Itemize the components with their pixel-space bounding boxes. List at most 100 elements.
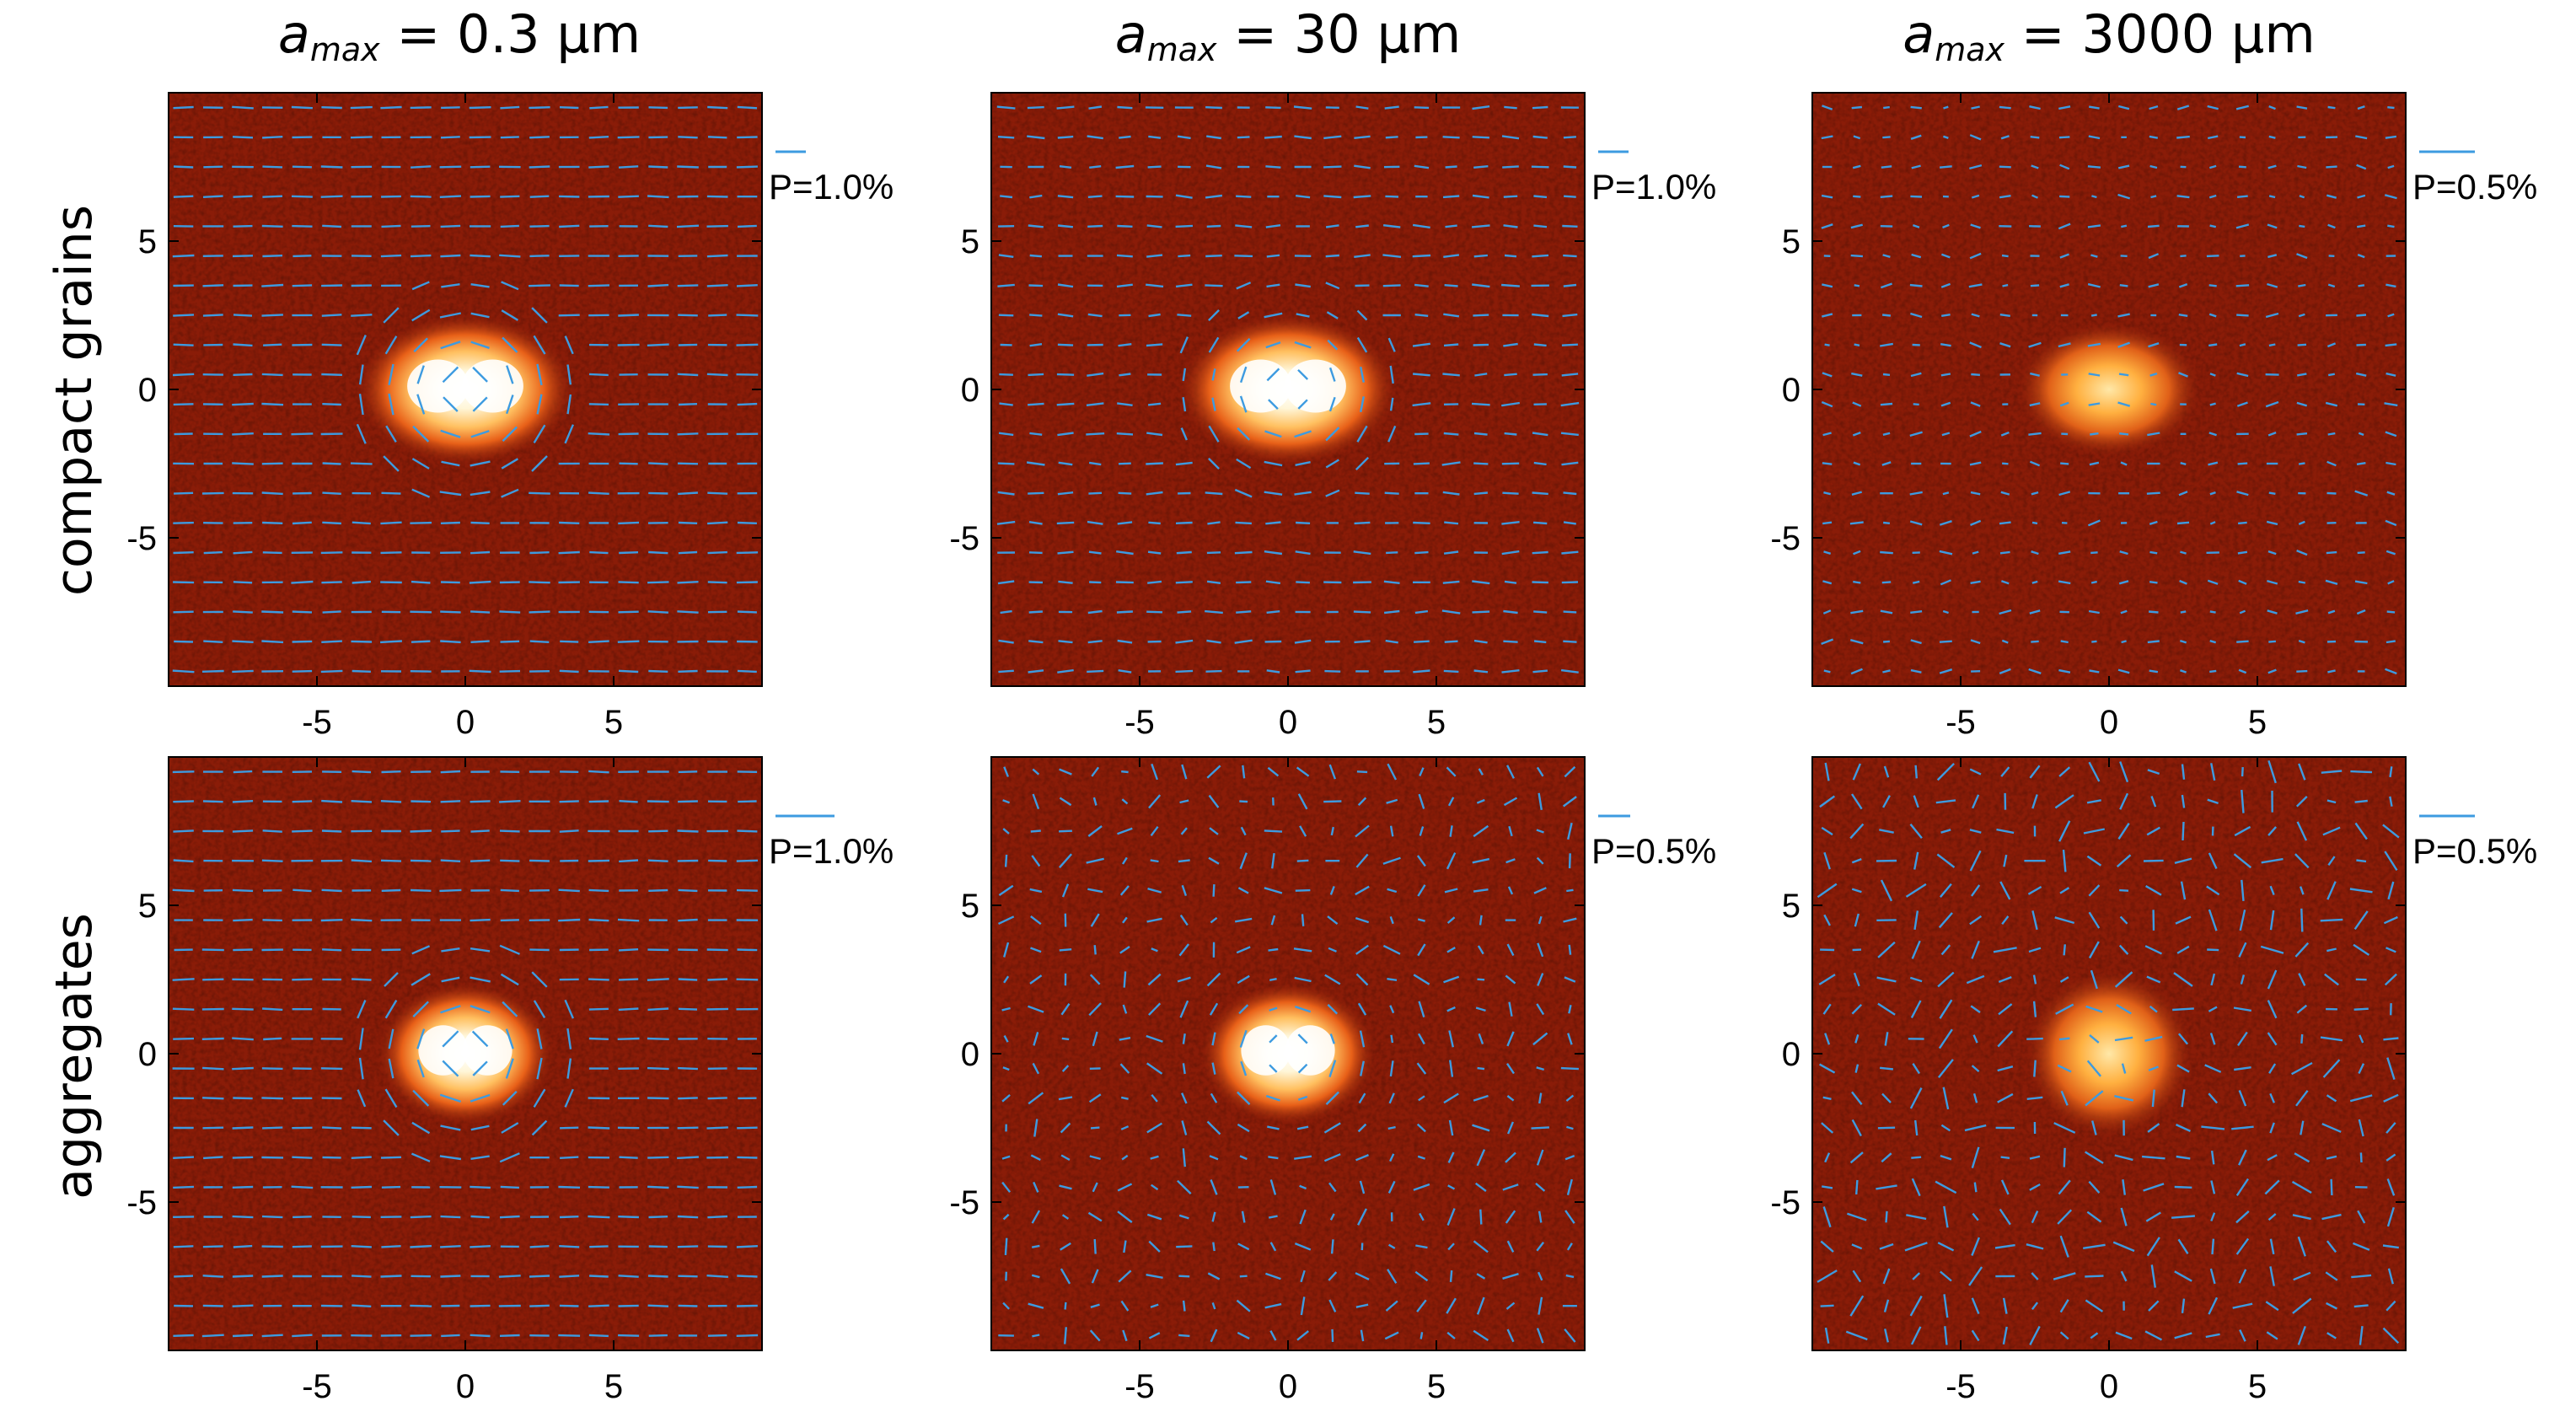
- polarization-vector: [1849, 1295, 1865, 1317]
- polarization-vector: [439, 491, 462, 496]
- polarization-vector: [2385, 519, 2397, 527]
- polarization-vector: [1538, 1296, 1543, 1315]
- polarization-vector: [233, 314, 253, 317]
- polarization-vector: [1240, 1060, 1248, 1076]
- polarization-vector: [1504, 254, 1517, 258]
- polarization-vector: [1852, 1269, 1862, 1283]
- polarization-vector: [1822, 105, 1833, 110]
- polarization-vector: [1441, 609, 1461, 615]
- polarization-vector: [1563, 917, 1577, 923]
- polarization-vector: [529, 491, 550, 495]
- polarization-vector: [2351, 1274, 2372, 1279]
- polarization-vector: [1537, 973, 1544, 986]
- polarization-vector: [1117, 827, 1133, 835]
- polarization-vector: [736, 888, 758, 892]
- polarization-vector: [999, 402, 1013, 406]
- polarization-vector: [588, 165, 609, 169]
- polarization-vector: [1269, 1006, 1278, 1012]
- polarization-vector: [1087, 313, 1103, 318]
- polarization-vector: [1822, 372, 1833, 378]
- polarization-vector: [1328, 764, 1337, 780]
- polarization-vector: [1115, 195, 1135, 198]
- polarization-vector: [1998, 975, 2012, 984]
- polarization-vector: [2237, 550, 2248, 555]
- polarization-vector: [619, 1156, 638, 1159]
- polarization-vector: [677, 1185, 699, 1189]
- polarization-vector: [2235, 1178, 2249, 1196]
- polarization-vector: [1941, 432, 1951, 437]
- polarization-vector: [2386, 610, 2396, 614]
- polarization-vector: [1533, 343, 1547, 347]
- polarization-vector: [2207, 948, 2219, 952]
- polarization-vector: [351, 1245, 372, 1248]
- polarization-vector: [1913, 223, 1920, 228]
- polarization-vector: [589, 1245, 609, 1248]
- x-tick-label: -5: [1945, 1368, 1976, 1405]
- polarization-vector: [1356, 425, 1368, 443]
- polarization-vector: [1064, 1302, 1067, 1310]
- polarization-vector: [2350, 770, 2373, 774]
- polarization-vector: [1502, 165, 1519, 169]
- polarization-vector: [1851, 1119, 1862, 1137]
- polarization-vector: [2386, 1206, 2395, 1227]
- polarization-vector: [2358, 1063, 2365, 1075]
- polarization-vector: [201, 669, 224, 673]
- source-emission: [2016, 322, 2202, 457]
- polarization-vector: [1088, 105, 1103, 110]
- polarization-vector: [1412, 402, 1431, 407]
- polarization-vector: [1880, 879, 1893, 902]
- polarization-vector: [2088, 911, 2101, 929]
- polarization-vector: [1240, 826, 1247, 836]
- polarization-vector: [1146, 917, 1162, 923]
- polarization-vector: [2267, 668, 2277, 674]
- polarization-vector: [1884, 1328, 1889, 1343]
- polarization-vector: [1236, 1299, 1251, 1312]
- polarization-vector: [233, 1244, 253, 1248]
- polarization-vector: [1387, 425, 1397, 443]
- polarization-vector: [1295, 283, 1311, 288]
- polarization-vector: [1150, 1155, 1159, 1160]
- polarization-vector: [1504, 432, 1517, 436]
- polarization-vector: [1175, 639, 1194, 644]
- polarization-vector: [529, 640, 550, 643]
- polarization-vector: [1032, 1334, 1040, 1338]
- polarization-vector: [2119, 761, 2129, 783]
- polarization-vector: [1117, 105, 1133, 110]
- polarization-vector: [618, 432, 639, 436]
- polarization-vector: [736, 581, 758, 584]
- polarization-vector: [2325, 579, 2338, 585]
- polarization-vector: [233, 770, 253, 774]
- polarization-vector: [2385, 135, 2397, 139]
- polarization-vector: [1265, 106, 1281, 110]
- polarization-vector: [2208, 313, 2217, 318]
- polarization-vector: [1821, 400, 1833, 408]
- polarization-vector: [233, 918, 253, 922]
- polarization-vector: [1028, 1005, 1044, 1013]
- polarization-vector: [1913, 910, 1919, 930]
- polarization-vector: [233, 343, 253, 347]
- polarization-vector: [2236, 372, 2249, 378]
- polarization-vector: [470, 800, 491, 803]
- polarization-vector: [1270, 915, 1276, 926]
- polarization-vector: [997, 491, 1015, 496]
- polarization-vector: [232, 1304, 254, 1307]
- polarization-vector: [2357, 551, 2365, 555]
- polarization-vector: [2087, 165, 2101, 169]
- polarization-vector: [2150, 1264, 2156, 1288]
- polarization-vector: [2264, 1179, 2280, 1195]
- polarization-vector: [998, 669, 1014, 674]
- polarization-vector: [1562, 224, 1578, 228]
- y-tick-label: 5: [1782, 888, 1801, 925]
- polarization-vector: [1001, 1006, 1011, 1012]
- polarization-vector: [1972, 1212, 1979, 1221]
- polarization-vector: [470, 341, 490, 349]
- polarization-vector: [1297, 1063, 1308, 1074]
- polarization-vector: [2386, 491, 2396, 496]
- polarization-vector: [648, 1334, 668, 1337]
- polarization-vector: [1234, 917, 1253, 923]
- polarization-vector: [1969, 829, 1982, 834]
- polarization-vector: [2267, 1000, 2278, 1019]
- polarization-vector: [588, 1304, 609, 1307]
- polarization-vector: [1853, 972, 1860, 987]
- polarization-vector: [1943, 135, 1949, 139]
